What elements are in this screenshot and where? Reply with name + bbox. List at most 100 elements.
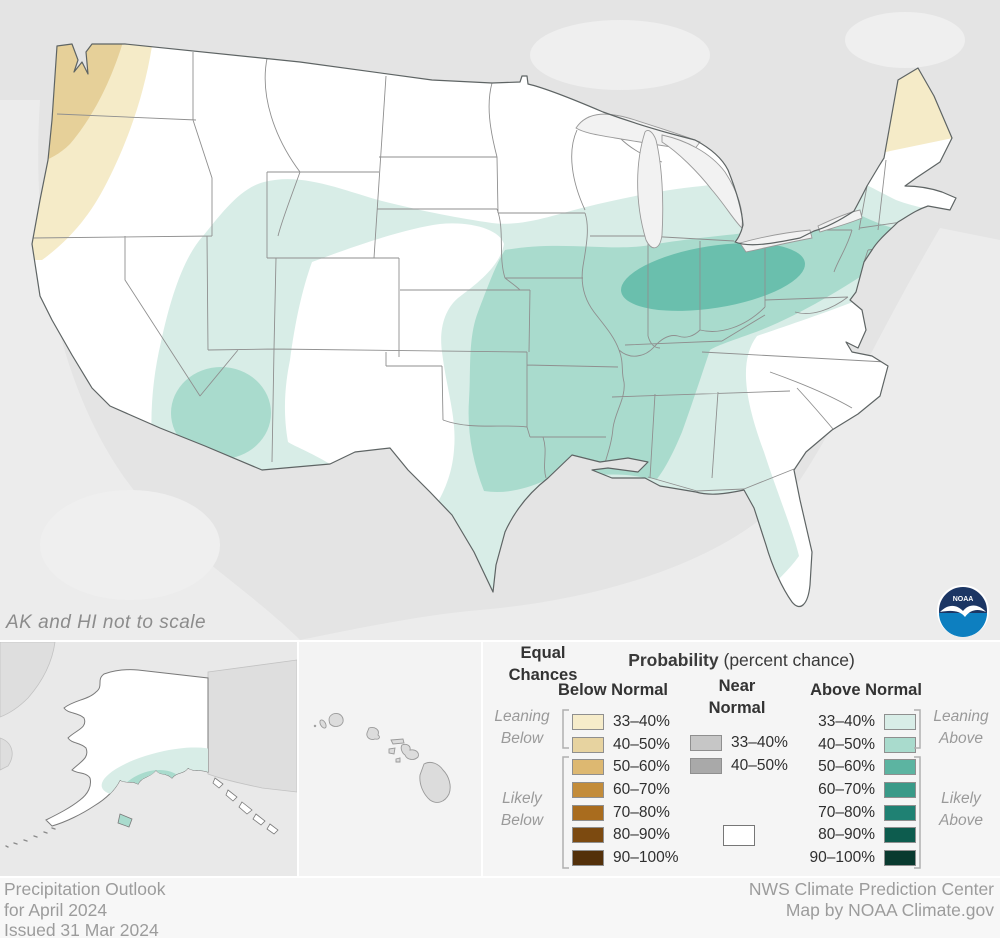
legend-panel: Probability (percent chance) Below Norma…: [483, 642, 1000, 876]
legend-row-above-2: 50–60%: [803, 756, 916, 779]
legend-swatch-above-0: [884, 714, 916, 731]
legend-row-below-6: 90–100%: [572, 847, 679, 870]
footer-title: Precipitation Outlook: [4, 879, 166, 899]
legend-label-above-0: 33–40%: [818, 713, 875, 731]
legend-row-above-1: 40–50%: [803, 734, 916, 757]
legend-label-below-0: 33–40%: [613, 713, 670, 731]
bracket-leaning-below: [562, 709, 569, 749]
legend-row-below-1: 40–50%: [572, 734, 679, 757]
noaa-logo-gull-icon: [940, 605, 986, 617]
conus-map-panel: AK and HI not to scale NOAA: [0, 0, 1000, 640]
legend-label-above-3: 60–70%: [818, 781, 875, 799]
legend-label-below-2: 50–60%: [613, 758, 670, 776]
legend-swatch-below-5: [572, 827, 604, 844]
conus-outline: [31, 43, 957, 607]
legend-swatch-below-0: [572, 714, 604, 731]
legend-swatch-equal-chances: [723, 825, 755, 846]
kahoolawe-island: [395, 757, 401, 763]
legend-title-bold: Probability: [628, 650, 719, 670]
noaa-logo: NOAA: [937, 585, 989, 637]
canada-landmass: [207, 659, 298, 793]
legend-swatch-below-1: [572, 736, 604, 753]
niihau-island: [319, 719, 327, 729]
legend-label-below-6: 90–100%: [613, 848, 679, 866]
legend-side-label-likely-below: Likely Below: [500, 790, 544, 829]
legend-header-above-normal: Above Normal: [810, 681, 922, 699]
legend-row-near-1: 40–50%: [690, 755, 788, 778]
footer-map-credit: Map by NOAA Climate.gov: [785, 899, 994, 920]
legend-swatch-near-1: [690, 757, 722, 774]
terrain-patch-canada: [530, 20, 710, 90]
legend-label-above-6: 90–100%: [809, 848, 875, 866]
footer-source: NWS Climate Prediction Center: [748, 879, 994, 899]
big-island: [419, 761, 451, 803]
kauai-island: [328, 713, 344, 727]
footer-valid-period: for April 2024: [4, 899, 108, 920]
terrain-patch-canada-east: [845, 12, 965, 68]
legend-label-above-4: 70–80%: [818, 803, 875, 821]
legend-swatch-above-4: [884, 804, 916, 821]
lake-ontario: [817, 209, 863, 233]
legend-title: Probability (percent chance): [483, 650, 1000, 671]
bracket-likely-below: [562, 756, 569, 869]
legend-row-above-4: 70–80%: [803, 801, 916, 824]
legend-row-above-0: 33–40%: [803, 711, 916, 734]
legend-label-below-5: 80–90%: [613, 826, 670, 844]
alaska-landmass: [45, 669, 209, 827]
legend-label-near-0: 33–40%: [731, 734, 788, 752]
alaska-inset-panel: [0, 641, 298, 876]
footer-product-info: Precipitation Outlook for April 2024 Iss…: [4, 879, 165, 938]
legend-row-above-5: 80–90%: [803, 824, 916, 847]
legend-row-below-0: 33–40%: [572, 711, 679, 734]
hawaii-inset-panel: [299, 642, 481, 876]
aleutian-islands: [5, 827, 56, 848]
noaa-logo-text: NOAA: [953, 596, 974, 603]
legend-row-below-3: 60–70%: [572, 779, 679, 802]
lanai-island: [388, 747, 396, 755]
legend-header-near-normal: Near Normal: [708, 677, 766, 717]
legend-rows-below: 33–40% 40–50% 50–60% 60–70% 70–80% 80–90% 90–1…: [572, 711, 679, 869]
legend-rows-above: 33–40% 40–50% 50–60% 60–70% 70–80% 80–90% 90–1…: [803, 711, 916, 869]
legend-row-near-0: 33–40%: [690, 732, 788, 755]
region-above-50-60: [621, 243, 805, 311]
footer-issued-date: Issued 31 Mar 2024: [4, 920, 159, 938]
terrain-patch-mexico: [40, 490, 220, 600]
legend-label-below-4: 70–80%: [613, 803, 670, 821]
legend-swatch-above-6: [884, 849, 916, 866]
legend-swatch-above-1: [884, 736, 916, 753]
legend-row-above-3: 60–70%: [803, 779, 916, 802]
ocean-shading: [300, 228, 1000, 640]
legend-side-label-leaning-below: Leaning Below: [494, 708, 550, 747]
lake-michigan: [637, 129, 664, 249]
great-lakes: [575, 113, 863, 253]
legend-header-equal-chances: Equal Chances: [508, 644, 578, 684]
russia-landmass: [0, 641, 56, 718]
legend-swatch-above-3: [884, 782, 916, 799]
kodiak-island: [117, 813, 133, 828]
legend-swatch-near-0: [690, 735, 722, 752]
legend-label-below-1: 40–50%: [613, 735, 670, 753]
molokai-island: [390, 738, 405, 745]
lake-erie: [739, 229, 813, 253]
hawaiian-islands: [313, 713, 451, 803]
legend-label-below-3: 60–70%: [613, 781, 670, 799]
alaska-inset-map: [0, 641, 298, 848]
legend-row-below-2: 50–60%: [572, 756, 679, 779]
legend-swatch-above-5: [884, 827, 916, 844]
legend-row-above-6: 90–100%: [803, 847, 916, 870]
legend-side-label-likely-above: Likely Above: [939, 790, 983, 829]
russia-landmass-south: [0, 737, 13, 771]
legend-swatch-above-2: [884, 759, 916, 776]
legend-swatch-below-2: [572, 759, 604, 776]
legend-swatch-below-4: [572, 804, 604, 821]
legend-row-below-4: 70–80%: [572, 801, 679, 824]
legend-row-below-5: 80–90%: [572, 824, 679, 847]
region-equal-chances-west: [284, 223, 504, 516]
legend-label-above-2: 50–60%: [818, 758, 875, 776]
hawaii-inset-map: [313, 713, 451, 803]
alaska-panhandle-islands: [117, 777, 279, 835]
oahu-island: [366, 727, 380, 740]
legend-swatch-below-3: [572, 782, 604, 799]
legend-rows-near: 33–40% 40–50%: [690, 732, 788, 777]
